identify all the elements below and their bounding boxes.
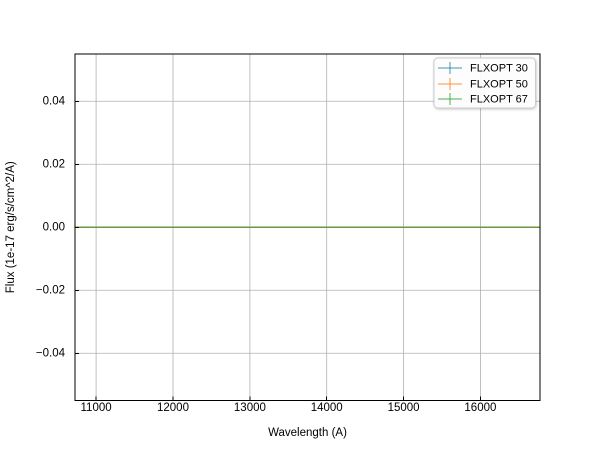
svg-text:11000: 11000 bbox=[81, 402, 112, 414]
svg-text:Wavelength (A): Wavelength (A) bbox=[268, 427, 347, 439]
svg-text:Flux (1e-17 erg/s/cm^2/A): Flux (1e-17 erg/s/cm^2/A) bbox=[5, 161, 17, 293]
svg-text:−0.02: −0.02 bbox=[36, 285, 65, 297]
svg-text:0.02: 0.02 bbox=[43, 159, 65, 171]
svg-text:FLXOPT 30: FLXOPT 30 bbox=[470, 63, 528, 75]
svg-text:0.00: 0.00 bbox=[43, 222, 65, 234]
svg-text:FLXOPT 50: FLXOPT 50 bbox=[470, 79, 528, 91]
svg-text:14000: 14000 bbox=[311, 402, 343, 414]
svg-text:−0.04: −0.04 bbox=[36, 348, 66, 360]
svg-text:0.04: 0.04 bbox=[43, 96, 66, 108]
svg-text:16000: 16000 bbox=[464, 402, 496, 414]
svg-text:FLXOPT 67: FLXOPT 67 bbox=[470, 94, 528, 106]
svg-text:13000: 13000 bbox=[234, 402, 266, 414]
svg-text:12000: 12000 bbox=[157, 402, 189, 414]
svg-text:15000: 15000 bbox=[388, 402, 420, 414]
